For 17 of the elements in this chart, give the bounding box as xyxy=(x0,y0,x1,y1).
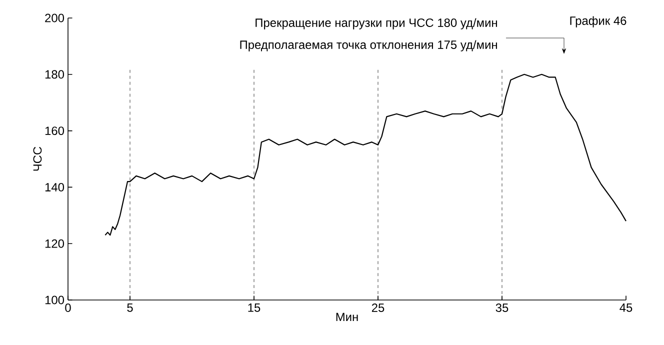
x-tick-label: 35 xyxy=(496,304,508,312)
annotation: График 46 xyxy=(570,16,626,28)
x-tick-label: 5 xyxy=(127,304,133,312)
y-tick-label: 100 xyxy=(45,296,64,304)
annotation: Предполагаемая точка отклонения 175 уд/мин xyxy=(240,40,497,52)
x-tick-label: 15 xyxy=(248,304,260,312)
y-tick-label: 200 xyxy=(45,14,64,22)
y-tick-label: 160 xyxy=(45,126,64,136)
annotation: Прекращение нагрузки при ЧСС 180 уд/мин xyxy=(256,18,497,30)
x-tick-label: 25 xyxy=(372,304,384,312)
y-tick-label: 180 xyxy=(45,70,64,79)
y-tick-label: 120 xyxy=(45,239,64,248)
x-tick-label: 45 xyxy=(620,304,632,312)
x-axis-title: Мин xyxy=(336,312,358,322)
y-tick-label: 140 xyxy=(45,182,64,192)
y-axis-title: ЧСС xyxy=(33,146,42,171)
x-tick-label: 0 xyxy=(65,304,71,312)
